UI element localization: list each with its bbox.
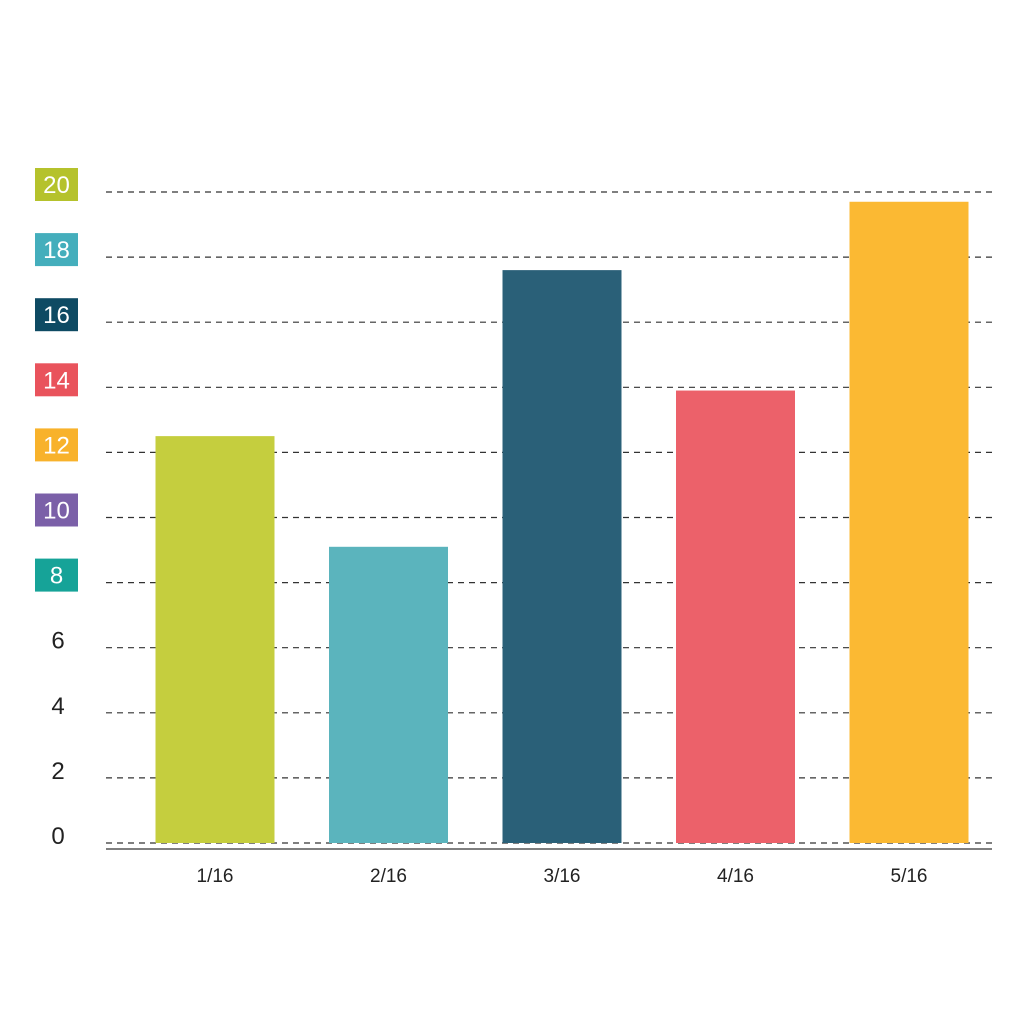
y-tick-label-0: 0 — [51, 823, 64, 850]
bar-3-16 — [502, 270, 622, 843]
x-tick-label-5-16: 5/16 — [891, 866, 928, 887]
bar-5-16 — [849, 201, 969, 843]
x-tick-label-1-16: 1/16 — [197, 866, 234, 887]
y-tick-label-2: 2 — [51, 758, 64, 785]
y-tick-label-18: 18 — [43, 237, 70, 264]
y-tick-badge-16 — [35, 298, 78, 332]
y-tick-label-8: 8 — [50, 563, 63, 590]
x-tick-labels: 1/16 2/16 3/16 4/16 5/16 — [197, 866, 928, 887]
bar-1-16 — [155, 436, 275, 843]
y-tick-label-20: 20 — [43, 172, 70, 199]
y-tick-label-12: 12 — [43, 432, 70, 459]
y-tick-label-16: 16 — [43, 302, 70, 329]
y-tick-badge-18 — [35, 233, 78, 267]
x-tick-label-2-16: 2/16 — [370, 866, 407, 887]
y-tick-badge-10 — [35, 493, 78, 527]
y-tick-label-14: 14 — [43, 367, 70, 394]
y-tick-label-10: 10 — [43, 498, 70, 525]
y-tick-label-6: 6 — [51, 628, 64, 655]
y-tick-label-4: 4 — [51, 693, 64, 720]
bars — [155, 201, 969, 843]
bar-4-16 — [676, 390, 795, 843]
y-tick-badge-20 — [35, 168, 78, 201]
y-tick-badge-14 — [35, 363, 78, 397]
x-tick-label-4-16: 4/16 — [717, 866, 754, 887]
x-tick-label-3-16: 3/16 — [544, 866, 581, 887]
y-tick-badges — [35, 168, 78, 592]
y-tick-badge-8 — [35, 558, 78, 592]
y-tick-badge-12 — [35, 428, 78, 462]
bar-2-16 — [329, 546, 448, 843]
y-tick-labels: 0 2 4 6 8 10 12 14 16 18 20 — [43, 172, 70, 850]
